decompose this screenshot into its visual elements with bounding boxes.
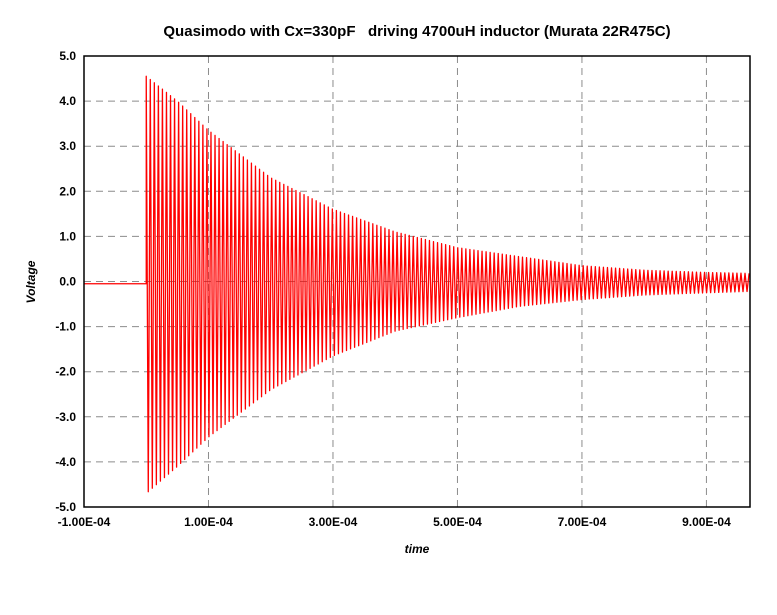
plot-area-frame bbox=[83, 55, 751, 508]
y-tick-label: 2.0 bbox=[59, 184, 76, 198]
y-tick-label: -4.0 bbox=[55, 455, 76, 469]
y-tick-label: -2.0 bbox=[55, 365, 76, 379]
y-tick-labels: 5.0 4.0 3.0 2.0 1.0 0.0 -1.0 -2.0 -3.0 -4.0 -5.0 bbox=[55, 49, 76, 514]
chart-title: Quasimodo with Cx=330pF driving 4700uH i… bbox=[163, 23, 670, 40]
y-tick-label: 1.0 bbox=[59, 229, 76, 243]
x-tick-label: 9.00E-04 bbox=[682, 515, 731, 529]
y-tick-label: -3.0 bbox=[55, 410, 76, 424]
x-tick-label: 5.00E-04 bbox=[433, 515, 482, 529]
x-tick-labels: -1.00E-04 1.00E-04 3.00E-04 5.00E-04 7.00E-0… bbox=[58, 515, 731, 529]
y-tick-label: 4.0 bbox=[59, 94, 76, 108]
x-tick-label: 3.00E-04 bbox=[309, 515, 358, 529]
y-tick-label: 5.0 bbox=[59, 49, 76, 63]
y-tick-label: 0.0 bbox=[59, 275, 76, 289]
x-tick-label: -1.00E-04 bbox=[58, 515, 111, 529]
y-tick-label: 3.0 bbox=[59, 139, 76, 153]
series-line bbox=[84, 75, 750, 493]
x-tick-label: 7.00E-04 bbox=[558, 515, 607, 529]
y-tick-label: -1.0 bbox=[55, 320, 76, 334]
y-axis-label: Voltage bbox=[24, 260, 38, 303]
x-tick-label: 1.00E-04 bbox=[184, 515, 233, 529]
x-axis-label: time bbox=[405, 542, 430, 556]
series-group bbox=[84, 75, 750, 493]
y-tick-label: -5.0 bbox=[55, 500, 76, 514]
